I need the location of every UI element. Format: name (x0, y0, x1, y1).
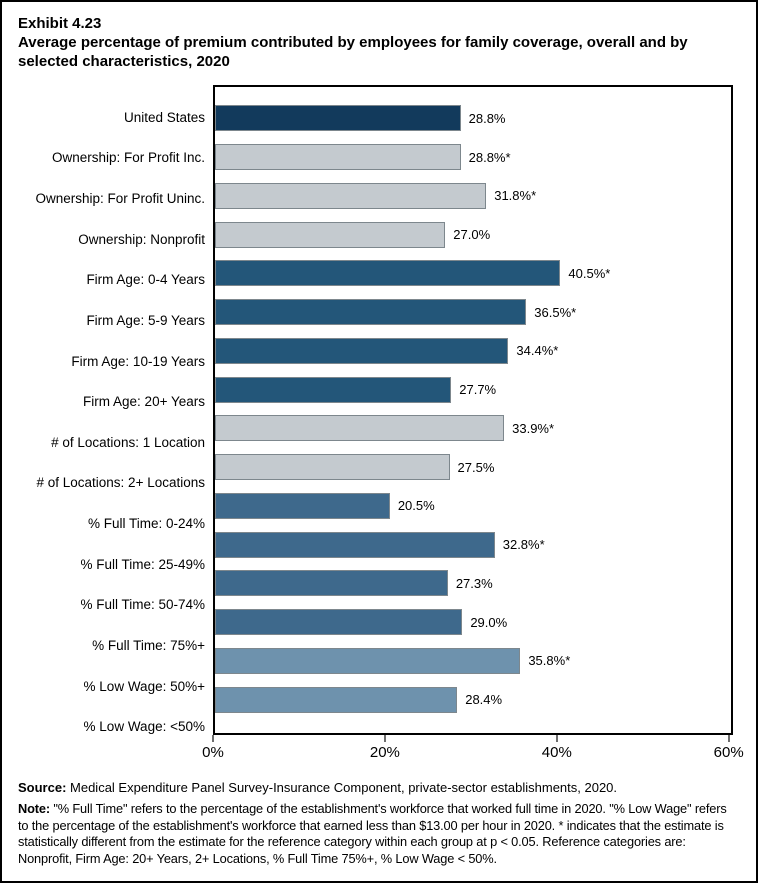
exhibit-number: Exhibit 4.23 (18, 15, 102, 32)
category-labels: United States Ownership: For Profit Inc. O… (18, 85, 205, 761)
plot-wrap: 28.8% 28.8%* 31.8%* 27.0% 40.5%* 36.5%* 34.4%*… (202, 85, 744, 765)
category-label: # of Locations: 1 Location (51, 434, 205, 450)
x-axis: 0% 20% 40% 60% (202, 735, 744, 765)
category-label: % Low Wage: 50%+ (83, 678, 205, 694)
source-label: Source: (18, 780, 67, 795)
bar (215, 337, 509, 364)
axis-tick (555, 735, 558, 742)
axis-tick-label: 40% (541, 744, 572, 761)
bar-row: 34.4%* (215, 332, 731, 371)
bar-row: 27.5% (215, 448, 731, 487)
category-label: Firm Age: 5-9 Years (86, 312, 205, 328)
category-label: % Full Time: 50-74% (80, 597, 205, 613)
bar-row: 27.3% (215, 564, 731, 603)
bar-row: 28.4% (215, 680, 731, 719)
value-label: 40.5%* (568, 265, 611, 281)
value-label: 34.4%* (516, 343, 559, 359)
value-label: 31.8%* (494, 188, 537, 204)
bar (215, 609, 463, 636)
category-label: Firm Age: 10-19 Years (71, 353, 205, 369)
value-label: 36.5%* (534, 304, 577, 320)
plot-area: 28.8% 28.8%* 31.8%* 27.0% 40.5%* 36.5%* 34.4%*… (213, 85, 733, 735)
category-label: United States (123, 109, 205, 125)
bar-row: 35.8%* (215, 642, 731, 681)
bar (215, 376, 452, 403)
bar-row: 36.5%* (215, 293, 731, 332)
bar (215, 415, 505, 442)
bar (215, 492, 390, 519)
value-label: 33.9%* (512, 420, 555, 436)
bar-row: 29.0% (215, 603, 731, 642)
value-label: 20.5% (397, 498, 435, 514)
value-label: 27.5% (457, 459, 495, 475)
bar-chart: United States Ownership: For Profit Inc. O… (18, 85, 744, 765)
category-label: % Low Wage: <50% (83, 719, 205, 735)
bar (215, 531, 495, 558)
bar (215, 144, 461, 171)
bar-row: 27.0% (215, 215, 731, 254)
category-label: Ownership: For Profit Inc. (51, 150, 205, 166)
axis-tick (727, 735, 730, 742)
category-label: # of Locations: 2+ Locations (36, 475, 206, 491)
source-text: Medical Expenditure Panel Survey-Insuran… (66, 780, 618, 795)
bar (215, 454, 450, 481)
bar-row: 28.8%* (215, 138, 731, 177)
value-label: 35.8%* (528, 653, 571, 669)
value-label: 28.8%* (468, 149, 511, 165)
value-label: 32.8%* (502, 537, 545, 553)
category-label: Ownership: Nonprofit (78, 231, 205, 247)
title-block: Exhibit 4.23 Average percentage of premi… (18, 14, 740, 71)
note-line: Note: "% Full Time" refers to the percen… (18, 801, 740, 867)
value-label: 28.4% (465, 692, 503, 708)
axis-tick (212, 735, 214, 742)
axis-tick-label: 0% (202, 744, 224, 761)
category-label: Firm Age: 20+ Years (83, 394, 205, 410)
footer: Source: Medical Expenditure Panel Survey… (18, 779, 740, 867)
bar (215, 105, 461, 132)
value-label: 28.8% (468, 110, 506, 126)
bar-row: 32.8%* (215, 525, 731, 564)
value-label: 29.0% (470, 614, 508, 630)
bar (215, 182, 487, 209)
note-text: "% Full Time" refers to the percentage o… (18, 801, 727, 866)
value-label: 27.7% (459, 382, 497, 398)
axis-tick-label: 60% (713, 744, 744, 761)
category-label: Firm Age: 0-4 Years (86, 272, 205, 288)
category-label: Ownership: For Profit Uninc. (35, 191, 205, 207)
bar (215, 570, 448, 597)
bar-row: 20.5% (215, 487, 731, 526)
bar-row: 31.8%* (215, 177, 731, 216)
bar-row: 33.9%* (215, 409, 731, 448)
source-line: Source: Medical Expenditure Panel Survey… (18, 779, 740, 796)
category-label: % Full Time: 0-24% (87, 516, 205, 532)
axis-tick-label: 20% (369, 744, 400, 761)
value-label: 27.0% (453, 227, 491, 243)
bar (215, 260, 561, 287)
bar-row: 27.7% (215, 370, 731, 409)
value-label: 27.3% (455, 575, 493, 591)
category-label: % Full Time: 25-49% (80, 556, 205, 572)
bar (215, 299, 527, 326)
bar-row: 40.5%* (215, 254, 731, 293)
bar (215, 647, 521, 674)
chart-title: Average percentage of premium contribute… (18, 34, 688, 70)
bar (215, 686, 458, 713)
axis-tick (383, 735, 386, 742)
note-label: Note: (18, 801, 50, 816)
bar-row: 28.8% (215, 99, 731, 138)
bar (215, 221, 446, 248)
category-label: % Full Time: 75%+ (92, 637, 205, 653)
